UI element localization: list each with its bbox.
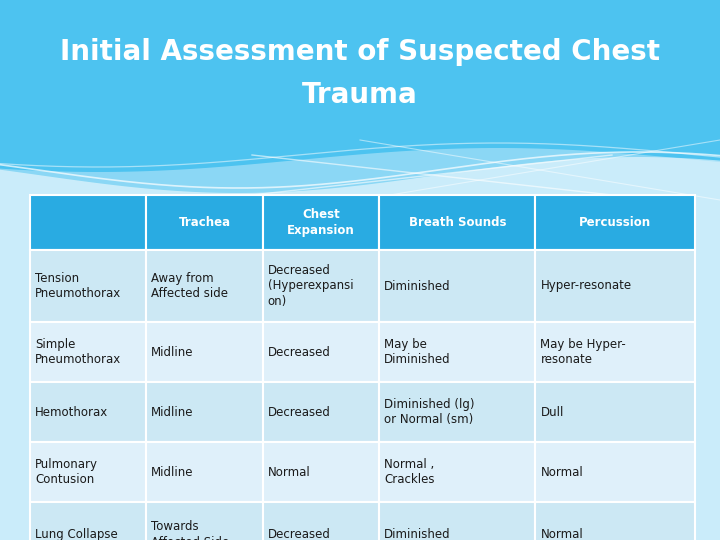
Text: Chest
Expansion: Chest Expansion — [287, 208, 355, 237]
Text: Midline: Midline — [151, 346, 194, 359]
Bar — [146, 322, 263, 382]
Bar — [379, 250, 536, 322]
Text: Towards
Affected Side: Towards Affected Side — [151, 520, 230, 540]
Bar — [263, 195, 379, 250]
Bar — [263, 442, 379, 502]
Text: Trauma: Trauma — [302, 81, 418, 109]
Bar — [30, 442, 146, 502]
Bar — [263, 502, 379, 540]
Bar — [263, 382, 379, 442]
Text: Midline: Midline — [151, 406, 194, 419]
Bar — [263, 250, 379, 322]
Bar — [30, 195, 146, 250]
Text: Normal ,
Crackles: Normal , Crackles — [384, 458, 435, 486]
Text: Lung Collapse: Lung Collapse — [35, 528, 118, 540]
Bar — [263, 322, 379, 382]
Bar — [146, 250, 263, 322]
Bar — [536, 250, 695, 322]
Text: May be Hyper-
resonate: May be Hyper- resonate — [541, 338, 626, 366]
Bar — [536, 195, 695, 250]
Polygon shape — [0, 148, 720, 540]
Text: Decreased
(Hyperexpansi
on): Decreased (Hyperexpansi on) — [268, 264, 354, 308]
Bar — [30, 502, 146, 540]
Bar — [146, 382, 263, 442]
Bar — [30, 322, 146, 382]
Text: Diminished (lg)
or Normal (sm): Diminished (lg) or Normal (sm) — [384, 398, 474, 426]
Text: Simple
Pneumothorax: Simple Pneumothorax — [35, 338, 121, 366]
Text: Initial Assessment of Suspected Chest: Initial Assessment of Suspected Chest — [60, 38, 660, 66]
Text: Tension
Pneumothorax: Tension Pneumothorax — [35, 272, 121, 300]
Text: Trachea: Trachea — [179, 216, 230, 229]
Bar — [379, 442, 536, 502]
Bar — [379, 195, 536, 250]
Bar — [146, 195, 263, 250]
Bar — [30, 250, 146, 322]
Text: Decreased: Decreased — [268, 528, 330, 540]
Bar — [536, 322, 695, 382]
Bar — [379, 322, 536, 382]
Text: Normal: Normal — [268, 465, 310, 478]
Text: Normal: Normal — [541, 528, 583, 540]
Bar — [30, 382, 146, 442]
Bar — [379, 502, 536, 540]
Text: Midline: Midline — [151, 465, 194, 478]
Bar — [146, 442, 263, 502]
Bar — [536, 382, 695, 442]
Text: Decreased: Decreased — [268, 406, 330, 419]
Text: Decreased: Decreased — [268, 346, 330, 359]
Bar — [536, 502, 695, 540]
Bar — [146, 502, 263, 540]
Text: Breath Sounds: Breath Sounds — [408, 216, 506, 229]
Text: Normal: Normal — [541, 465, 583, 478]
Bar — [536, 442, 695, 502]
Text: Diminished: Diminished — [384, 280, 451, 293]
Polygon shape — [0, 157, 720, 540]
Text: Hemothorax: Hemothorax — [35, 406, 108, 419]
Text: Dull: Dull — [541, 406, 564, 419]
Text: Pulmonary
Contusion: Pulmonary Contusion — [35, 458, 98, 486]
Text: Hyper-resonate: Hyper-resonate — [541, 280, 631, 293]
Text: Percussion: Percussion — [579, 216, 652, 229]
Text: Away from
Affected side: Away from Affected side — [151, 272, 228, 300]
Text: May be
Diminished: May be Diminished — [384, 338, 451, 366]
Text: Diminished: Diminished — [384, 528, 451, 540]
Bar — [379, 382, 536, 442]
